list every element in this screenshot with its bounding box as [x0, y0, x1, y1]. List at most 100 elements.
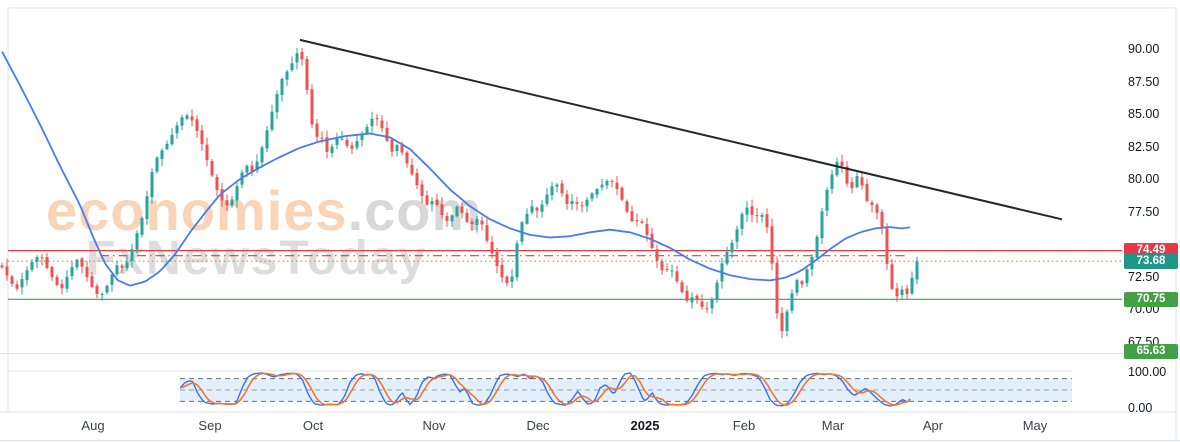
candle-body [380, 120, 384, 129]
candle-body [805, 269, 809, 284]
candle-body [405, 152, 409, 164]
candle-body [145, 196, 149, 220]
candle-body [625, 201, 629, 212]
oscillator-tick-100.00: 100.00 [1128, 365, 1167, 379]
candle-body [410, 164, 414, 175]
candle-body [45, 257, 49, 268]
candle-body [180, 117, 184, 126]
candle-body [595, 189, 599, 195]
candle-body [750, 206, 754, 215]
candle-body [455, 206, 459, 217]
candle-body [165, 143, 169, 150]
candle-body [710, 299, 714, 309]
candle-body [885, 228, 889, 264]
candle-body [760, 215, 764, 217]
time-label-Apr: Apr [922, 418, 944, 433]
candle-body [355, 141, 359, 148]
candle-body [570, 201, 574, 204]
candle-body [195, 119, 199, 131]
oscillator-tick-0.00: 0.00 [1128, 401, 1153, 415]
candle-body [125, 262, 129, 269]
price-tick-85.00: 85.00 [1128, 107, 1160, 121]
price-badge-65.63: 65.63 [1124, 344, 1178, 359]
candle-body [115, 265, 119, 275]
candle-body [510, 276, 514, 282]
descending-trendline[interactable] [299, 38, 1063, 221]
candle-body [385, 128, 389, 141]
candle-body [155, 157, 159, 172]
candle-body [425, 195, 429, 205]
candle-body [175, 125, 179, 134]
candle-body [185, 115, 189, 119]
candle-body [360, 133, 364, 140]
candle-body [440, 204, 444, 215]
candle-body [370, 118, 374, 127]
candle-body [255, 161, 259, 171]
candle-body [795, 280, 799, 293]
candle-body [850, 182, 854, 189]
time-label-Aug: Aug [81, 418, 105, 433]
candle-body [15, 284, 19, 289]
candle-body [30, 262, 34, 270]
candle-body [670, 270, 674, 272]
candle-body [500, 264, 504, 278]
candle-body [840, 161, 844, 166]
candle-body [25, 270, 29, 280]
candle-body [745, 207, 749, 215]
candle-body [545, 194, 549, 204]
candle-body [675, 271, 679, 282]
candle-body [275, 94, 279, 113]
price-axis[interactable]: 90.00 87.50 85.00 82.50 80.00 77.50 72.50 70.00… [1072, 0, 1180, 415]
candle-body [740, 214, 744, 229]
candle-body [300, 52, 304, 60]
candle-body [210, 161, 214, 176]
candle-body [260, 147, 264, 163]
candle-body [110, 274, 114, 285]
candle-body [490, 241, 494, 254]
candle-body [855, 176, 859, 188]
price-tick-72.50: 72.50 [1128, 270, 1160, 284]
time-axis[interactable]: Aug Sep Oct Nov Dec 2025 Feb Mar Apr May [0, 412, 1072, 442]
candle-body [495, 252, 499, 267]
candle-body [90, 276, 94, 287]
candle-body [645, 223, 649, 235]
candle-body [870, 202, 874, 205]
candle-body [235, 186, 239, 201]
price-badge-73.68: 73.68 [1124, 254, 1178, 269]
time-label-Dec: Dec [526, 418, 550, 433]
candle-body [535, 207, 539, 211]
candle-body [345, 139, 349, 146]
candle-body [10, 276, 14, 284]
candle-body [890, 264, 894, 289]
candle-body [290, 63, 294, 70]
candle-body [205, 144, 209, 161]
candle-body [400, 145, 404, 153]
candle-body [705, 307, 709, 309]
candle-body [470, 221, 474, 225]
candle-body [435, 199, 439, 205]
candle-body [605, 181, 609, 186]
candle-body [820, 211, 824, 239]
time-label-Nov: Nov [422, 418, 446, 433]
candle-body [650, 233, 654, 248]
candle-body [505, 276, 509, 283]
candle-body [415, 172, 419, 186]
candle-body [700, 301, 704, 307]
candle-body [365, 127, 369, 134]
candle-body [220, 189, 224, 201]
candle-body [270, 111, 274, 130]
candle-body [375, 118, 379, 120]
candle-body [430, 201, 434, 205]
price-tick-87.50: 87.50 [1128, 75, 1160, 89]
candle-body [875, 204, 879, 213]
candle-body [105, 285, 109, 293]
candle-body [565, 194, 569, 205]
candle-body [335, 137, 339, 145]
candle-body [725, 251, 729, 264]
candle-body [560, 183, 564, 194]
candle-body [610, 180, 614, 182]
candle-body [480, 220, 484, 225]
candle-body [785, 311, 789, 332]
